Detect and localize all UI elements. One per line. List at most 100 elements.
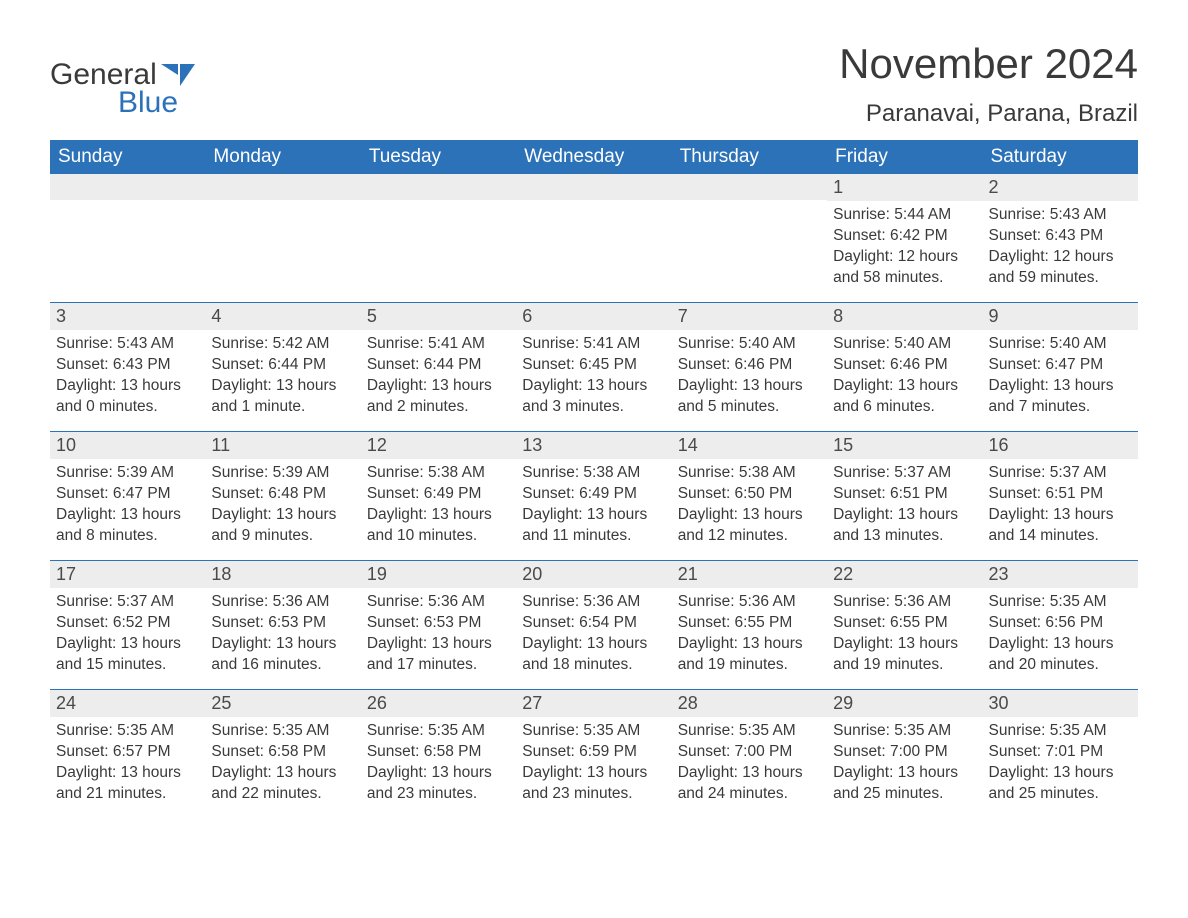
daylight-line: Daylight: 13 hours and 8 minutes. [56, 505, 199, 547]
daylight-line: Daylight: 13 hours and 7 minutes. [989, 376, 1132, 418]
day-number: 6 [516, 303, 671, 330]
week-row: 3Sunrise: 5:43 AMSunset: 6:43 PMDaylight… [50, 302, 1138, 431]
day-body: Sunrise: 5:36 AMSunset: 6:53 PMDaylight:… [361, 588, 516, 684]
day-body: Sunrise: 5:35 AMSunset: 7:01 PMDaylight:… [983, 717, 1138, 813]
day-number: 9 [983, 303, 1138, 330]
day-number-empty [205, 174, 360, 200]
day-cell [361, 174, 516, 302]
sunset-line: Sunset: 6:59 PM [522, 742, 665, 763]
daylight-line: Daylight: 13 hours and 19 minutes. [833, 634, 976, 676]
day-body: Sunrise: 5:35 AMSunset: 6:59 PMDaylight:… [516, 717, 671, 813]
day-number: 21 [672, 561, 827, 588]
sunrise-line: Sunrise: 5:35 AM [56, 721, 199, 742]
day-number: 18 [205, 561, 360, 588]
daylight-line: Daylight: 13 hours and 20 minutes. [989, 634, 1132, 676]
sunset-line: Sunset: 6:57 PM [56, 742, 199, 763]
sunset-line: Sunset: 6:43 PM [56, 355, 199, 376]
day-number: 2 [983, 174, 1138, 201]
logo: General Blue [50, 58, 195, 120]
weekday-monday: Monday [205, 140, 360, 174]
day-cell: 3 Sunrise: 5:43 AMSunset: 6:43 PMDaylight… [50, 303, 205, 431]
daylight-line: Daylight: 13 hours and 23 minutes. [367, 763, 510, 805]
day-body: Sunrise: 5:35 AMSunset: 6:56 PMDaylight:… [983, 588, 1138, 684]
daylight-line: Daylight: 13 hours and 0 minutes. [56, 376, 199, 418]
daylight-line: Daylight: 13 hours and 23 minutes. [522, 763, 665, 805]
day-body: Sunrise: 5:37 AMSunset: 6:52 PMDaylight:… [50, 588, 205, 684]
week-row: 1Sunrise: 5:44 AMSunset: 6:42 PMDaylight… [50, 174, 1138, 302]
weekday-sunday: Sunday [50, 140, 205, 174]
day-body: Sunrise: 5:36 AMSunset: 6:55 PMDaylight:… [672, 588, 827, 684]
day-number: 3 [50, 303, 205, 330]
weekday-wednesday: Wednesday [516, 140, 671, 174]
daylight-line: Daylight: 13 hours and 18 minutes. [522, 634, 665, 676]
sunrise-line: Sunrise: 5:40 AM [833, 334, 976, 355]
day-body: Sunrise: 5:41 AMSunset: 6:45 PMDaylight:… [516, 330, 671, 426]
daylight-line: Daylight: 12 hours and 59 minutes. [989, 247, 1132, 289]
day-number: 23 [983, 561, 1138, 588]
day-cell: 15Sunrise: 5:37 AMSunset: 6:51 PMDayligh… [827, 432, 982, 560]
day-body: Sunrise: 5:36 AMSunset: 6:54 PMDaylight:… [516, 588, 671, 684]
sunrise-line: Sunrise: 5:44 AM [833, 205, 976, 226]
day-body: Sunrise: 5:35 AMSunset: 7:00 PMDaylight:… [827, 717, 982, 813]
day-cell: 30Sunrise: 5:35 AMSunset: 7:01 PMDayligh… [983, 690, 1138, 818]
sunset-line: Sunset: 6:44 PM [211, 355, 354, 376]
sunset-line: Sunset: 6:50 PM [678, 484, 821, 505]
day-body: Sunrise: 5:39 AMSunset: 6:47 PMDaylight:… [50, 459, 205, 555]
day-cell: 22Sunrise: 5:36 AMSunset: 6:55 PMDayligh… [827, 561, 982, 689]
day-body: Sunrise: 5:44 AMSunset: 6:42 PMDaylight:… [827, 201, 982, 297]
sunrise-line: Sunrise: 5:35 AM [989, 592, 1132, 613]
sunset-line: Sunset: 6:47 PM [989, 355, 1132, 376]
weekday-header-row: SundayMondayTuesdayWednesdayThursdayFrid… [50, 140, 1138, 174]
sunrise-line: Sunrise: 5:36 AM [367, 592, 510, 613]
day-cell: 6Sunrise: 5:41 AMSunset: 6:45 PMDaylight… [516, 303, 671, 431]
day-body: Sunrise: 5:37 AMSunset: 6:51 PMDaylight:… [983, 459, 1138, 555]
sunrise-line: Sunrise: 5:36 AM [678, 592, 821, 613]
daylight-line: Daylight: 13 hours and 25 minutes. [833, 763, 976, 805]
daylight-line: Daylight: 13 hours and 22 minutes. [211, 763, 354, 805]
day-number: 22 [827, 561, 982, 588]
day-cell: 10Sunrise: 5:39 AMSunset: 6:47 PMDayligh… [50, 432, 205, 560]
day-number: 10 [50, 432, 205, 459]
day-number: 1 [827, 174, 982, 201]
sunset-line: Sunset: 6:56 PM [989, 613, 1132, 634]
sunrise-line: Sunrise: 5:43 AM [56, 334, 199, 355]
day-number: 27 [516, 690, 671, 717]
day-body: Sunrise: 5:38 AMSunset: 6:50 PMDaylight:… [672, 459, 827, 555]
day-number: 8 [827, 303, 982, 330]
daylight-line: Daylight: 13 hours and 9 minutes. [211, 505, 354, 547]
weekday-friday: Friday [827, 140, 982, 174]
day-cell [50, 174, 205, 302]
day-number: 25 [205, 690, 360, 717]
daylight-line: Daylight: 13 hours and 1 minute. [211, 376, 354, 418]
day-cell: 24Sunrise: 5:35 AMSunset: 6:57 PMDayligh… [50, 690, 205, 818]
day-number-empty [672, 174, 827, 200]
daylight-line: Daylight: 13 hours and 12 minutes. [678, 505, 821, 547]
daylight-line: Daylight: 13 hours and 25 minutes. [989, 763, 1132, 805]
day-cell: 5Sunrise: 5:41 AMSunset: 6:44 PMDaylight… [361, 303, 516, 431]
weeks-container: 1Sunrise: 5:44 AMSunset: 6:42 PMDaylight… [50, 174, 1138, 818]
day-cell: 27Sunrise: 5:35 AMSunset: 6:59 PMDayligh… [516, 690, 671, 818]
day-body: Sunrise: 5:35 AMSunset: 6:58 PMDaylight:… [205, 717, 360, 813]
sunrise-line: Sunrise: 5:35 AM [522, 721, 665, 742]
day-cell [672, 174, 827, 302]
sunrise-line: Sunrise: 5:41 AM [367, 334, 510, 355]
day-body: Sunrise: 5:39 AMSunset: 6:48 PMDaylight:… [205, 459, 360, 555]
sunrise-line: Sunrise: 5:42 AM [211, 334, 354, 355]
sunset-line: Sunset: 6:42 PM [833, 226, 976, 247]
day-body: Sunrise: 5:35 AMSunset: 7:00 PMDaylight:… [672, 717, 827, 813]
sunset-line: Sunset: 6:55 PM [678, 613, 821, 634]
day-body: Sunrise: 5:42 AMSunset: 6:44 PMDaylight:… [205, 330, 360, 426]
day-cell: 25Sunrise: 5:35 AMSunset: 6:58 PMDayligh… [205, 690, 360, 818]
day-number: 28 [672, 690, 827, 717]
sunset-line: Sunset: 7:00 PM [678, 742, 821, 763]
daylight-line: Daylight: 13 hours and 21 minutes. [56, 763, 199, 805]
day-cell: 23Sunrise: 5:35 AMSunset: 6:56 PMDayligh… [983, 561, 1138, 689]
flag-icon [161, 64, 195, 86]
day-cell: 13Sunrise: 5:38 AMSunset: 6:49 PMDayligh… [516, 432, 671, 560]
day-number: 17 [50, 561, 205, 588]
sunrise-line: Sunrise: 5:37 AM [989, 463, 1132, 484]
sunset-line: Sunset: 6:48 PM [211, 484, 354, 505]
sunset-line: Sunset: 6:55 PM [833, 613, 976, 634]
daylight-line: Daylight: 13 hours and 5 minutes. [678, 376, 821, 418]
sunset-line: Sunset: 6:49 PM [522, 484, 665, 505]
